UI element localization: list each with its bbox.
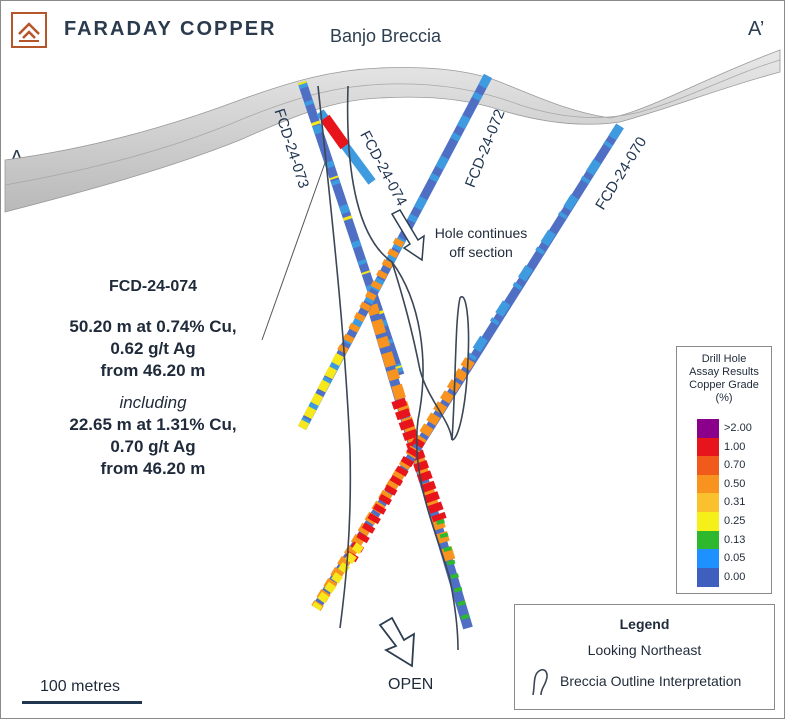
topographic-surface [4,49,781,213]
grade-legend-title: Drill Hole Assay Results Copper Grade (%… [677,353,771,405]
callout-title: FCD-24-074 [108,278,198,295]
callout-line-3: from 46.20 m [100,361,206,380]
grade-label: >2.00 [724,422,752,434]
grade-swatch [697,419,719,439]
scale-label: 100 metres [40,678,121,695]
grade-label: 0.13 [724,533,746,546]
legend-breccia-label: Breccia Outline Interpretation [560,673,742,689]
faraday-logo-icon [11,12,47,48]
grade-swatch [697,567,719,587]
legend-orientation: Looking Northeast [587,642,702,658]
grade-swatch [697,530,719,550]
brand-name: FARADAY COPPER [64,18,277,40]
grade-legend: Drill Hole Assay Results Copper Grade (%… [676,346,772,594]
grade-swatch [697,437,719,457]
grade-swatch [697,549,719,569]
grade-label: 0.70 [724,459,746,472]
grade-title-line-1: Drill Hole [701,353,747,365]
drill-holes [297,73,624,630]
note-line-1: Hole continues [434,225,528,241]
callout-line-4: 22.65 m at 1.31% Cu, [69,415,237,434]
grade-label: 0.50 [724,477,746,490]
grade-label: 0.25 [724,515,746,527]
hole-continues-note: Hole continues off section [430,224,532,262]
grade-label: 0.31 [724,496,746,509]
breccia-outline-icon [532,668,548,696]
callout-including: including [119,393,187,412]
grade-swatch [697,456,719,476]
grade-swatch [697,493,719,513]
continue-arrow-icon [390,209,425,262]
open-label: OPEN [388,676,434,693]
callout-leader [261,159,327,341]
grade-swatch [697,474,719,494]
note-line-2: off section [449,244,513,260]
section-end-label: A’ [748,18,765,40]
grade-label: 0.05 [724,552,746,565]
legend-title: Legend [619,616,670,632]
intercept-callout: FCD-24-074 50.20 m at 0.74% Cu, 0.62 g/t… [48,276,258,480]
grade-label: 0.00 [724,570,746,583]
breccia-outlines [317,85,470,651]
open-arrow-icon [378,616,416,668]
section-title: Banjo Breccia [330,26,442,46]
grade-title-line-4: (%) [715,392,733,404]
callout-line-6: from 46.20 m [100,459,206,478]
grade-label: 1.00 [724,440,746,453]
grade-title-line-2: Assay Results [689,366,759,378]
grade-swatch [697,512,719,532]
callout-line-2: 0.62 g/t Ag [110,339,196,358]
scale-bar [22,701,142,704]
callout-line-5: 0.70 g/t Ag [110,437,196,456]
grade-title-line-3: Copper Grade [689,379,759,391]
legend-box: Legend Looking Northeast Breccia Outline… [514,604,775,710]
callout-line-1: 50.20 m at 0.74% Cu, [69,317,237,336]
